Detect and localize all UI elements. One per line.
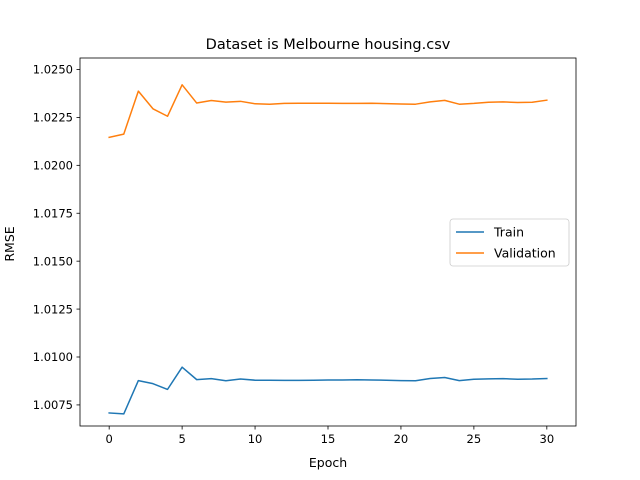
series-line-validation [108,84,548,139]
y-axis-label: RMSE [2,226,17,261]
y-tick-label: 1.0200 [33,159,73,173]
y-tick-label: 1.0250 [33,63,73,77]
chart-title: Dataset is Melbourne housing.csv [206,37,451,53]
y-tick-label: 1.0100 [33,350,73,364]
x-tick-label: 5 [178,432,185,446]
x-tick-label: 0 [106,432,113,446]
x-tick-label: 15 [321,432,336,446]
x-tick-label: 20 [394,432,409,446]
x-tick-label: 25 [467,432,482,446]
legend-label-validation: Validation [494,246,556,261]
legend-box [449,218,570,267]
legend-label-train: Train [493,225,524,240]
series-line-train [108,366,548,415]
y-tick-label: 1.0175 [33,206,73,220]
x-tick-label: 10 [248,432,263,446]
legend: Train Validation [449,218,570,267]
y-tick-label: 1.0150 [33,254,73,268]
y-tick-label: 1.0225 [33,111,73,125]
x-tick-label: 30 [540,432,555,446]
plot-area: 0 5 10 15 20 25 30 1.0075 1.0100 1.0125 1.0150 1.01… [33,57,577,446]
x-axis-label: Epoch [309,455,347,470]
y-tick-label: 1.0075 [33,398,73,412]
y-tick-label: 1.0125 [33,302,73,316]
